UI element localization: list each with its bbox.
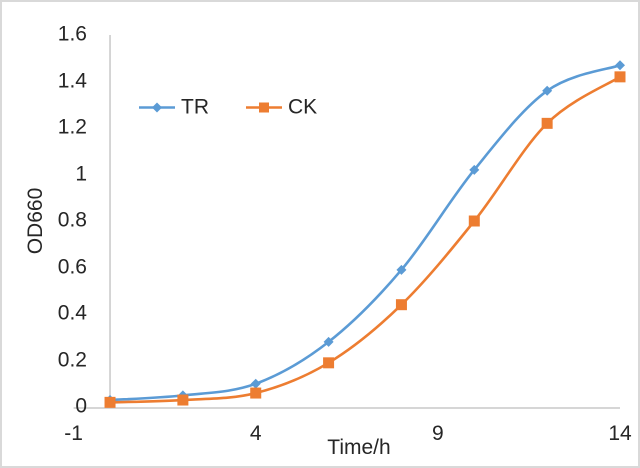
legend-item-TR: TR	[139, 97, 209, 118]
legend-label-CK: CK	[288, 95, 318, 119]
data-point-CK	[323, 357, 335, 369]
legend: TR CK	[139, 97, 317, 118]
y-tick-label: 1.4	[57, 69, 87, 93]
y-tick-label: 0.4	[57, 301, 87, 325]
y-tick-label: 1	[75, 162, 87, 186]
x-tick-label: 14	[608, 422, 632, 445]
y-tick-label: 0.8	[57, 208, 87, 232]
series-line-TR	[108, 63, 622, 402]
x-axis-title: Time/h	[327, 436, 391, 459]
data-point-TR	[615, 60, 625, 71]
data-point-TR	[469, 164, 480, 175]
data-point-CK	[468, 215, 480, 227]
data-point-CK	[177, 394, 189, 406]
series-line-CK	[108, 75, 622, 404]
y-tick-label: 0	[75, 394, 87, 418]
data-point-CK	[395, 299, 407, 311]
legend-item-CK: CK	[246, 97, 317, 118]
y-axis-title: OD660	[24, 187, 47, 255]
x-tick-label: -1	[64, 422, 83, 445]
y-tick-label: 0.6	[57, 255, 87, 279]
data-point-CK	[104, 396, 116, 408]
data-point-TR	[250, 378, 261, 389]
data-point-TR	[323, 336, 334, 347]
data-point-CK	[614, 71, 626, 83]
square-marker-icon	[246, 102, 282, 112]
y-tick-label: 1.2	[57, 115, 87, 139]
y-tick-label: 0.2	[57, 348, 87, 372]
diamond-marker-icon	[139, 102, 175, 112]
legend-label-TR: TR	[181, 95, 209, 119]
data-point-TR	[396, 264, 407, 275]
data-point-TR	[542, 85, 553, 96]
data-point-CK	[250, 387, 262, 399]
data-point-CK	[541, 117, 553, 129]
y-tick-label: 1.6	[57, 22, 87, 46]
x-tick-label: 9	[432, 422, 444, 445]
x-tick-label: 4	[249, 422, 262, 445]
